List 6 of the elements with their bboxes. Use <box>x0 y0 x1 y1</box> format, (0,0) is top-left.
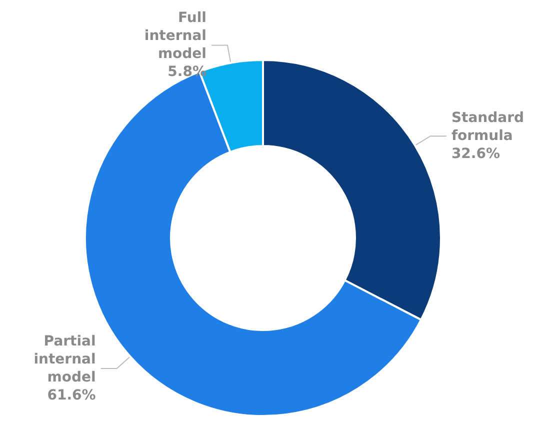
slice-label: Standard formula <box>451 110 524 144</box>
data-label: 61.6% <box>47 388 96 404</box>
data-label: 5.8% <box>168 64 206 80</box>
slice-label: Full internal model <box>144 10 206 62</box>
slice-label: Partial internal model <box>34 334 96 386</box>
data-label: 32.6% <box>451 146 500 162</box>
